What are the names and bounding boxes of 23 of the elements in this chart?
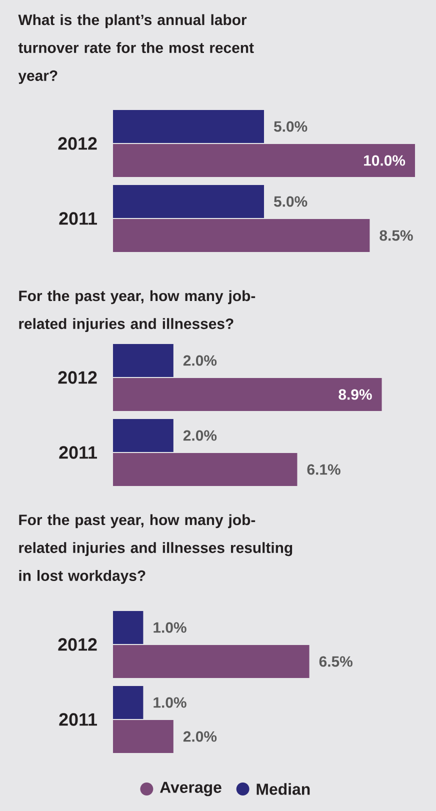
y-tick-label: 2011	[59, 212, 97, 225]
legend-label: Average	[160, 782, 222, 796]
data-label: 8.9%	[338, 389, 372, 400]
chart-title: For the past year, how many job-related injuries and illnesses resulting in lost workdays?	[19, 514, 292, 584]
data-label: 1.0%	[154, 697, 186, 708]
data-label: 5.0%	[274, 196, 308, 207]
data-label: 2.0%	[183, 430, 217, 441]
data-label: 10.0%	[364, 155, 406, 166]
y-tick-label: 2012	[58, 371, 97, 384]
data-label: 6.5%	[319, 656, 352, 667]
data-label: 6.1%	[307, 464, 340, 475]
chart-title: For the past year, how many job-related injuries and illnesses?	[19, 290, 256, 332]
y-tick-label: 2012	[58, 638, 97, 651]
chart-title: What is the plant’s annual labor turnover rate for the most recent year?	[18, 14, 254, 84]
legend-label: Median	[256, 783, 310, 795]
data-label: 8.5%	[380, 230, 413, 241]
data-label: 2.0%	[183, 355, 217, 366]
data-label: 5.0%	[274, 121, 308, 132]
y-tick-label: 2011	[59, 446, 97, 459]
y-tick-label: 2011	[59, 713, 97, 726]
data-label: 1.0%	[154, 622, 186, 633]
data-label: 2.0%	[183, 731, 217, 742]
y-tick-label: 2012	[58, 137, 97, 150]
